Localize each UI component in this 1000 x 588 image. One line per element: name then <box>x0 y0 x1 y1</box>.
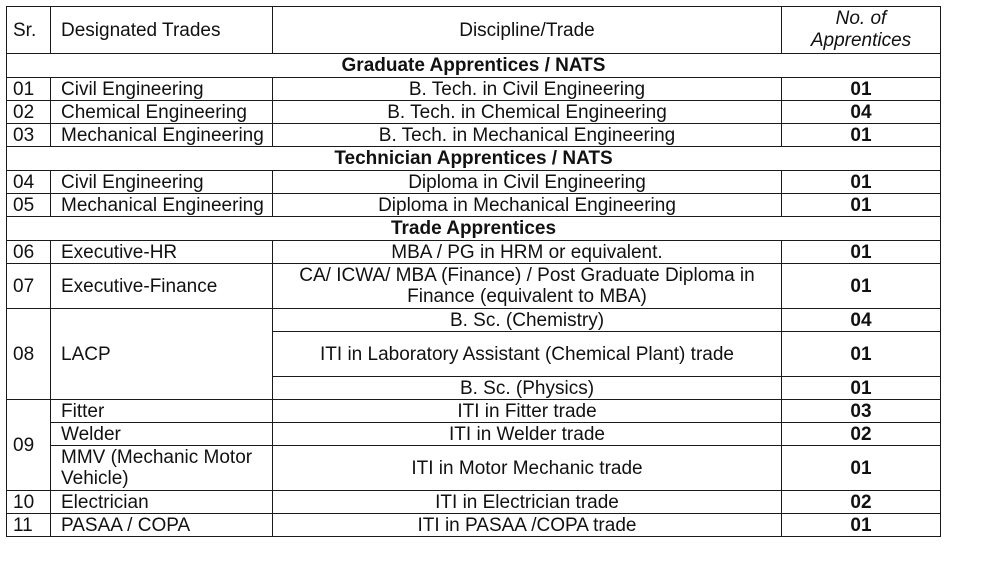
section-title: Graduate Apprentices / NATS <box>6 53 941 78</box>
sr-cell: 11 <box>6 513 51 537</box>
section-row: Trade Apprentices <box>6 216 941 241</box>
section-title: Trade Apprentices <box>6 216 941 241</box>
table-row: Welder ITI in Welder trade 02 <box>7 422 941 446</box>
section-row: Technician Apprentices / NATS <box>6 146 941 171</box>
sr-cell: 06 <box>6 240 51 264</box>
count-cell: 01 <box>781 263 941 309</box>
table-row: 10 Electrician ITI in Electrician trade … <box>6 490 941 514</box>
header-sr: Sr. <box>6 6 51 54</box>
discipline-cell: Diploma in Mechanical Engineering <box>272 193 782 217</box>
table-row: 06 Executive-HR MBA / PG in HRM or equiv… <box>6 240 941 264</box>
discipline-cell: ITI in PASAA /COPA trade <box>272 513 782 537</box>
discipline-cell: MBA / PG in HRM or equivalent. <box>272 240 782 264</box>
trade-cell: Welder <box>50 422 273 446</box>
count-cell: 01 <box>781 445 941 491</box>
count-cell: 01 <box>781 331 941 377</box>
discipline-cell: Diploma in Civil Engineering <box>272 170 782 194</box>
sr-cell: 02 <box>6 100 51 124</box>
trade-cell: Mechanical Engineering <box>50 123 273 147</box>
table-row: 01 Civil Engineering B. Tech. in Civil E… <box>6 77 941 101</box>
count-cell: 02 <box>781 490 941 514</box>
trade-cell: Civil Engineering <box>50 77 273 101</box>
table-row: 11 PASAA / COPA ITI in PASAA /COPA trade… <box>6 513 941 537</box>
table-row: 05 Mechanical Engineering Diploma in Mec… <box>6 193 941 217</box>
count-cell: 01 <box>781 170 941 194</box>
trade-cell: Electrician <box>50 490 273 514</box>
header-row: Sr. Designated Trades Discipline/Trade N… <box>6 6 941 54</box>
count-cell: 03 <box>781 399 941 423</box>
discipline-cell: B. Tech. in Mechanical Engineering <box>272 123 782 147</box>
count-cell: 01 <box>781 77 941 101</box>
section-title: Technician Apprentices / NATS <box>6 146 941 171</box>
count-cell: 02 <box>781 422 941 446</box>
count-cell: 04 <box>781 100 941 124</box>
apprentice-table-container: Sr. Designated Trades Discipline/Trade N… <box>6 6 941 537</box>
table-row: 02 Chemical Engineering B. Tech. in Chem… <box>6 100 941 124</box>
sr-cell: 10 <box>6 490 51 514</box>
trade-cell: Chemical Engineering <box>50 100 273 124</box>
sr-cell: 08 <box>6 308 51 400</box>
trade-cell: MMV (Mechanic Motor Vehicle) <box>50 445 273 491</box>
sr-cell: 07 <box>6 263 51 309</box>
table-row: 08 LACP B. Sc. (Chemistry) 04 <box>6 308 941 400</box>
count-cell: 01 <box>781 123 941 147</box>
trade-cell: Mechanical Engineering <box>50 193 273 217</box>
discipline-cell: B. Sc. (Physics) <box>272 376 782 400</box>
count-cell: 04 <box>781 308 941 332</box>
table-row: MMV (Mechanic Motor Vehicle) ITI in Moto… <box>7 445 941 491</box>
discipline-cell: ITI in Laboratory Assistant (Chemical Pl… <box>272 331 782 377</box>
trade-cell: Executive-HR <box>50 240 273 264</box>
trade-cell: LACP <box>50 308 273 400</box>
discipline-cell: B. Sc. (Chemistry) <box>272 308 782 332</box>
sr-cell: 05 <box>6 193 51 217</box>
table-row: 09 Fitter ITI in Fitter trade 03 <box>6 399 941 491</box>
apprentices-table: Sr. Designated Trades Discipline/Trade N… <box>6 6 941 537</box>
header-discipline: Discipline/Trade <box>272 6 782 54</box>
table-row: ITI in Laboratory Assistant (Chemical Pl… <box>7 331 941 377</box>
header-no-of-apprentices: No. of Apprentices <box>781 6 941 54</box>
count-cell: 01 <box>781 513 941 537</box>
count-cell: 01 <box>781 376 941 400</box>
section-row: Graduate Apprentices / NATS <box>6 53 941 78</box>
trade-cell: PASAA / COPA <box>50 513 273 537</box>
trade-cell: Fitter <box>50 399 273 423</box>
sr-cell: 01 <box>6 77 51 101</box>
discipline-cell: ITI in Fitter trade <box>272 399 782 423</box>
discipline-cell: ITI in Welder trade <box>272 422 782 446</box>
count-cell: 01 <box>781 193 941 217</box>
discipline-cell: ITI in Motor Mechanic trade <box>272 445 782 491</box>
table-row: 07 Executive-Finance CA/ ICWA/ MBA (Fina… <box>6 263 941 309</box>
trade-cell: Civil Engineering <box>50 170 273 194</box>
sr-cell: 03 <box>6 123 51 147</box>
sr-cell: 04 <box>6 170 51 194</box>
trade-cell: Executive-Finance <box>50 263 273 309</box>
discipline-cell: ITI in Electrician trade <box>272 490 782 514</box>
table-row: 04 Civil Engineering Diploma in Civil En… <box>6 170 941 194</box>
discipline-cell: CA/ ICWA/ MBA (Finance) / Post Graduate … <box>272 263 782 309</box>
header-designated-trades: Designated Trades <box>50 6 273 54</box>
discipline-cell: B. Tech. in Civil Engineering <box>272 77 782 101</box>
discipline-cell: B. Tech. in Chemical Engineering <box>272 100 782 124</box>
table-row: 03 Mechanical Engineering B. Tech. in Me… <box>6 123 941 147</box>
sr-cell: 09 <box>6 399 51 491</box>
count-cell: 01 <box>781 240 941 264</box>
